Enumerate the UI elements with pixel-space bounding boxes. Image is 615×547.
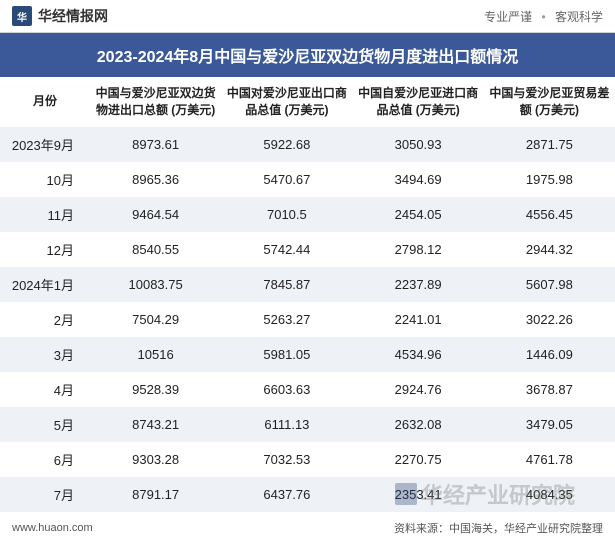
cell-value: 5922.68 [221,127,352,162]
col-header-export: 中国对爱沙尼亚出口商品总值 (万美元) [221,77,352,127]
table-header-row: 月份 中国与爱沙尼亚双边货物进出口总额 (万美元) 中国对爱沙尼亚出口商品总值 … [0,77,615,127]
cell-value: 10516 [90,337,221,372]
cell-value: 3494.69 [353,162,484,197]
tagline-separator: • [541,10,545,24]
cell-month: 2月 [0,302,90,337]
cell-value: 4084.35 [484,477,615,512]
cell-value: 1975.98 [484,162,615,197]
footer-source: 资料来源：中国海关，华经产业研究院整理 [394,520,603,536]
cell-month: 6月 [0,442,90,477]
cell-value: 2454.05 [353,197,484,232]
cell-value: 2270.75 [353,442,484,477]
cell-value: 8743.21 [90,407,221,442]
logo-icon: 华 [12,6,32,26]
col-header-balance: 中国与爱沙尼亚贸易差额 (万美元) [484,77,615,127]
cell-value: 3678.87 [484,372,615,407]
cell-value: 2871.75 [484,127,615,162]
cell-value: 8791.17 [90,477,221,512]
tagline-right: 客观科学 [555,10,603,24]
cell-value: 10083.75 [90,267,221,302]
cell-value: 9528.39 [90,372,221,407]
cell-value: 5470.67 [221,162,352,197]
cell-month: 2023年9月 [0,127,90,162]
table-title: 2023-2024年8月中国与爱沙尼亚双边货物月度进出口额情况 [0,33,615,77]
cell-value: 3479.05 [484,407,615,442]
cell-value: 7010.5 [221,197,352,232]
cell-value: 8973.61 [90,127,221,162]
table-row: 6月9303.287032.532270.754761.78 [0,442,615,477]
table-row: 3月105165981.054534.961446.09 [0,337,615,372]
cell-value: 2924.76 [353,372,484,407]
cell-month: 2024年1月 [0,267,90,302]
cell-month: 12月 [0,232,90,267]
cell-value: 8540.55 [90,232,221,267]
cell-value: 4556.45 [484,197,615,232]
logo-text: 华经情报网 [38,6,108,26]
cell-value: 6437.76 [221,477,352,512]
cell-value: 6111.13 [221,407,352,442]
cell-month: 10月 [0,162,90,197]
cell-value: 8965.36 [90,162,221,197]
table-row: 2023年9月8973.615922.683050.932871.75 [0,127,615,162]
cell-value: 1446.09 [484,337,615,372]
table-row: 4月9528.396603.632924.763678.87 [0,372,615,407]
table-row: 5月8743.216111.132632.083479.05 [0,407,615,442]
table-row: 12月8540.555742.442798.122944.32 [0,232,615,267]
cell-value: 2798.12 [353,232,484,267]
cell-value: 5981.05 [221,337,352,372]
cell-value: 2241.01 [353,302,484,337]
cell-value: 2237.89 [353,267,484,302]
cell-value: 4534.96 [353,337,484,372]
cell-value: 6603.63 [221,372,352,407]
cell-month: 11月 [0,197,90,232]
cell-month: 5月 [0,407,90,442]
cell-value: 7032.53 [221,442,352,477]
table-row: 2月7504.295263.272241.013022.26 [0,302,615,337]
table-row: 7月8791.176437.762353.414084.35 [0,477,615,512]
cell-value: 7504.29 [90,302,221,337]
logo-section: 华 华经情报网 [12,6,108,26]
cell-month: 4月 [0,372,90,407]
cell-value: 5607.98 [484,267,615,302]
header-tagline: 专业严谨 • 客观科学 [484,8,603,25]
col-header-month: 月份 [0,77,90,127]
cell-month: 7月 [0,477,90,512]
cell-value: 5263.27 [221,302,352,337]
cell-value: 3022.26 [484,302,615,337]
cell-value: 2632.08 [353,407,484,442]
table-row: 10月8965.365470.673494.691975.98 [0,162,615,197]
tagline-left: 专业严谨 [484,10,532,24]
header-bar: 华 华经情报网 专业严谨 • 客观科学 [0,0,615,33]
cell-value: 3050.93 [353,127,484,162]
footer-bar: www.huaon.com 资料来源：中国海关，华经产业研究院整理 [0,516,615,540]
cell-month: 3月 [0,337,90,372]
table-row: 11月9464.547010.52454.054556.45 [0,197,615,232]
cell-value: 2944.32 [484,232,615,267]
footer-url: www.huaon.com [12,522,93,534]
cell-value: 9303.28 [90,442,221,477]
cell-value: 7845.87 [221,267,352,302]
col-header-import: 中国自爱沙尼亚进口商品总值 (万美元) [353,77,484,127]
cell-value: 5742.44 [221,232,352,267]
col-header-total: 中国与爱沙尼亚双边货物进出口总额 (万美元) [90,77,221,127]
table-row: 2024年1月10083.757845.872237.895607.98 [0,267,615,302]
data-table: 月份 中国与爱沙尼亚双边货物进出口总额 (万美元) 中国对爱沙尼亚出口商品总值 … [0,77,615,547]
cell-value: 2353.41 [353,477,484,512]
cell-value: 4761.78 [484,442,615,477]
cell-value: 9464.54 [90,197,221,232]
